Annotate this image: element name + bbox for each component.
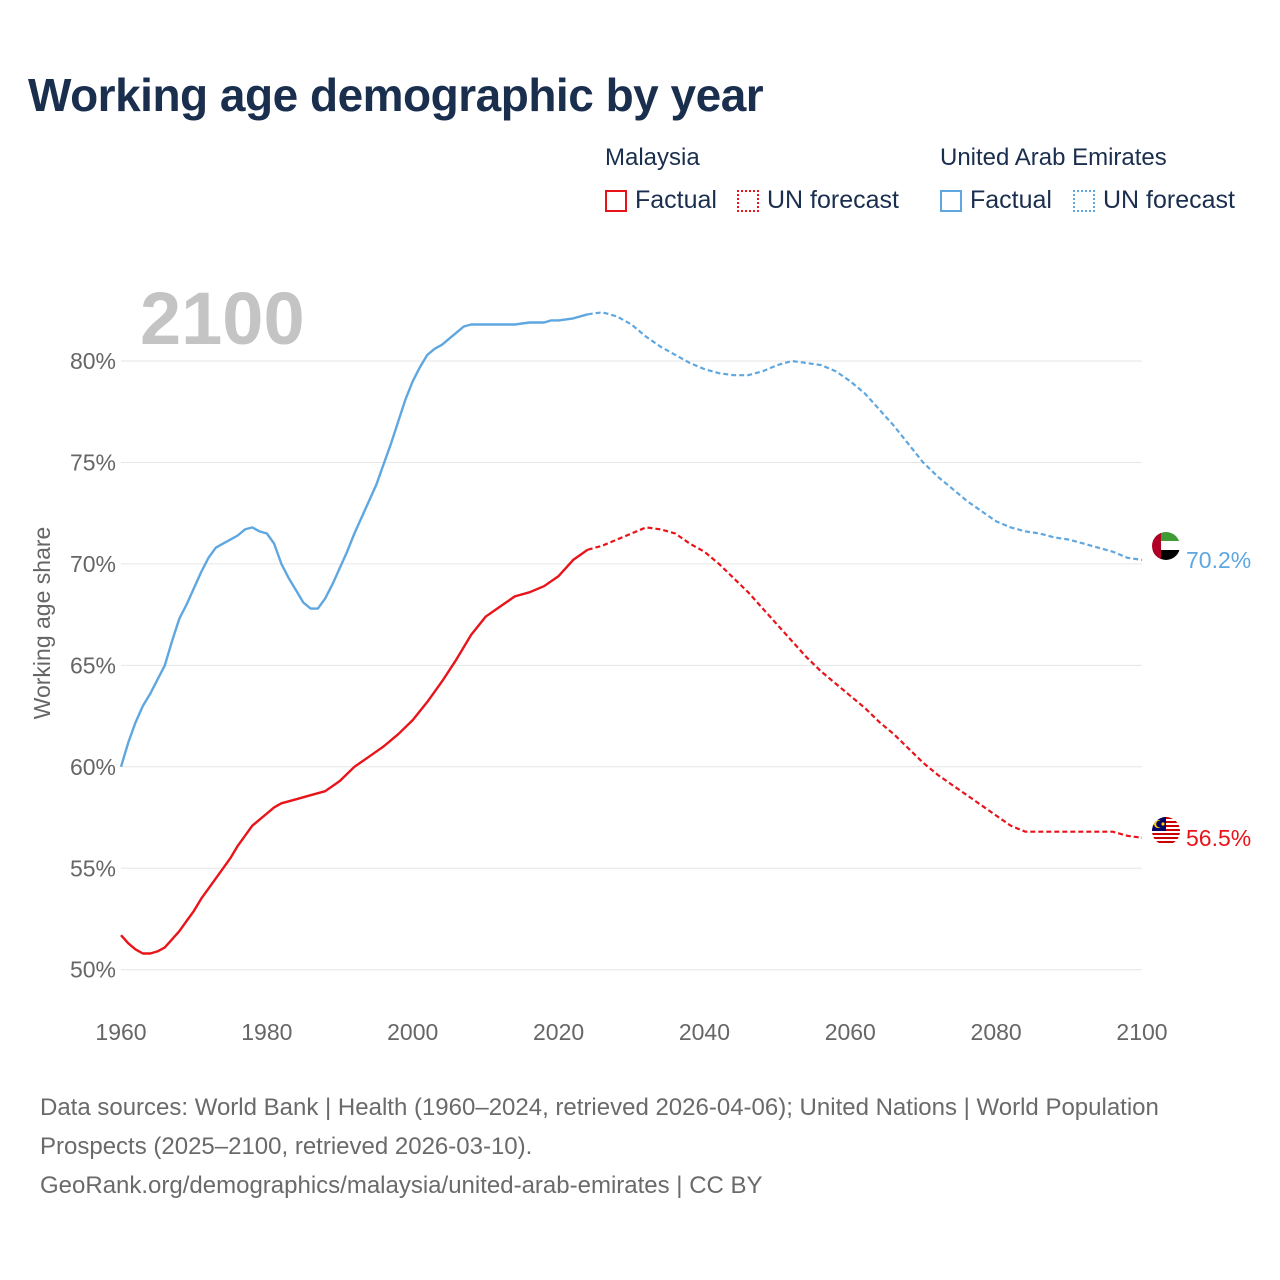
- x-tick-label: 2040: [679, 1019, 730, 1045]
- legend-uae-title: United Arab Emirates: [940, 144, 1167, 171]
- y-tick-label: 65%: [70, 652, 116, 678]
- x-tick-label: 2080: [971, 1019, 1022, 1045]
- y-tick-label: 60%: [70, 754, 116, 780]
- legend-swatch-solid: [940, 189, 962, 212]
- malaysia-factual-line: [120, 548, 589, 955]
- legend-swatch-dotted: [1073, 189, 1095, 212]
- chart-title: Working age demographic by year: [28, 69, 764, 121]
- data-sources: Data sources: World Bank | Health (1960–…: [40, 1094, 1159, 1160]
- legend-label: UN forecast: [767, 186, 899, 214]
- uae-flag-icon: [1152, 532, 1180, 560]
- y-tick-label: 75%: [70, 449, 116, 475]
- legend-swatch-solid: [605, 189, 627, 212]
- footer: Data sources: World Bank | Health (1960–…: [40, 1088, 1200, 1205]
- x-axis-ticks: 1960 1980 2000 2020 2040 2060 2080 2100: [95, 1019, 1167, 1045]
- legend-malaysia-title: Malaysia: [605, 144, 700, 171]
- x-tick-label: 1980: [241, 1019, 292, 1045]
- legend-swatch-dotted: [737, 189, 759, 212]
- legend-uae-forecast[interactable]: UN forecast: [1073, 186, 1235, 215]
- y-tick-label: 55%: [70, 855, 116, 881]
- united-arab-emirates-factual-line: [119, 313, 589, 768]
- x-tick-label: 2000: [387, 1019, 438, 1045]
- y-tick-label: 50%: [70, 957, 116, 983]
- legend-label: Factual: [970, 186, 1052, 214]
- year-watermark: 2100: [140, 277, 305, 360]
- united-arab-emirates-forecast-line: [587, 311, 1143, 561]
- y-axis-ticks: 50% 55% 60% 65% 70% 75% 80%: [70, 348, 116, 983]
- x-tick-label: 2060: [825, 1019, 876, 1045]
- legend-malaysia-forecast[interactable]: UN forecast: [737, 186, 899, 215]
- x-tick-label: 1960: [95, 1019, 146, 1045]
- x-tick-label: 2020: [533, 1019, 584, 1045]
- malaysia-end-label: 56.5%: [1186, 825, 1251, 851]
- legend-malaysia-factual[interactable]: Factual: [605, 186, 717, 215]
- united-arab-emirates-end-label: 70.2%: [1186, 547, 1251, 573]
- y-tick-label: 70%: [70, 551, 116, 577]
- credit-link[interactable]: GeoRank.org/demographics/malaysia/united…: [40, 1172, 763, 1199]
- series-lines: 70.2% 56.5%: [119, 311, 1251, 955]
- grid-lines: [121, 360, 1142, 971]
- malaysia-forecast-line: [587, 526, 1143, 839]
- x-tick-label: 2100: [1116, 1019, 1167, 1045]
- legend-uae-factual[interactable]: Factual: [940, 186, 1052, 215]
- y-tick-label: 80%: [70, 348, 116, 374]
- y-axis-label: Working age share: [29, 527, 55, 720]
- legend-label: Factual: [635, 186, 717, 214]
- line-chart: 2100 50% 55% 60% 65% 70% 75% 80% 1960 1980 2000 2…: [29, 277, 1251, 1045]
- legend-label: UN forecast: [1103, 186, 1235, 214]
- malaysia-flag-icon: [1152, 817, 1180, 845]
